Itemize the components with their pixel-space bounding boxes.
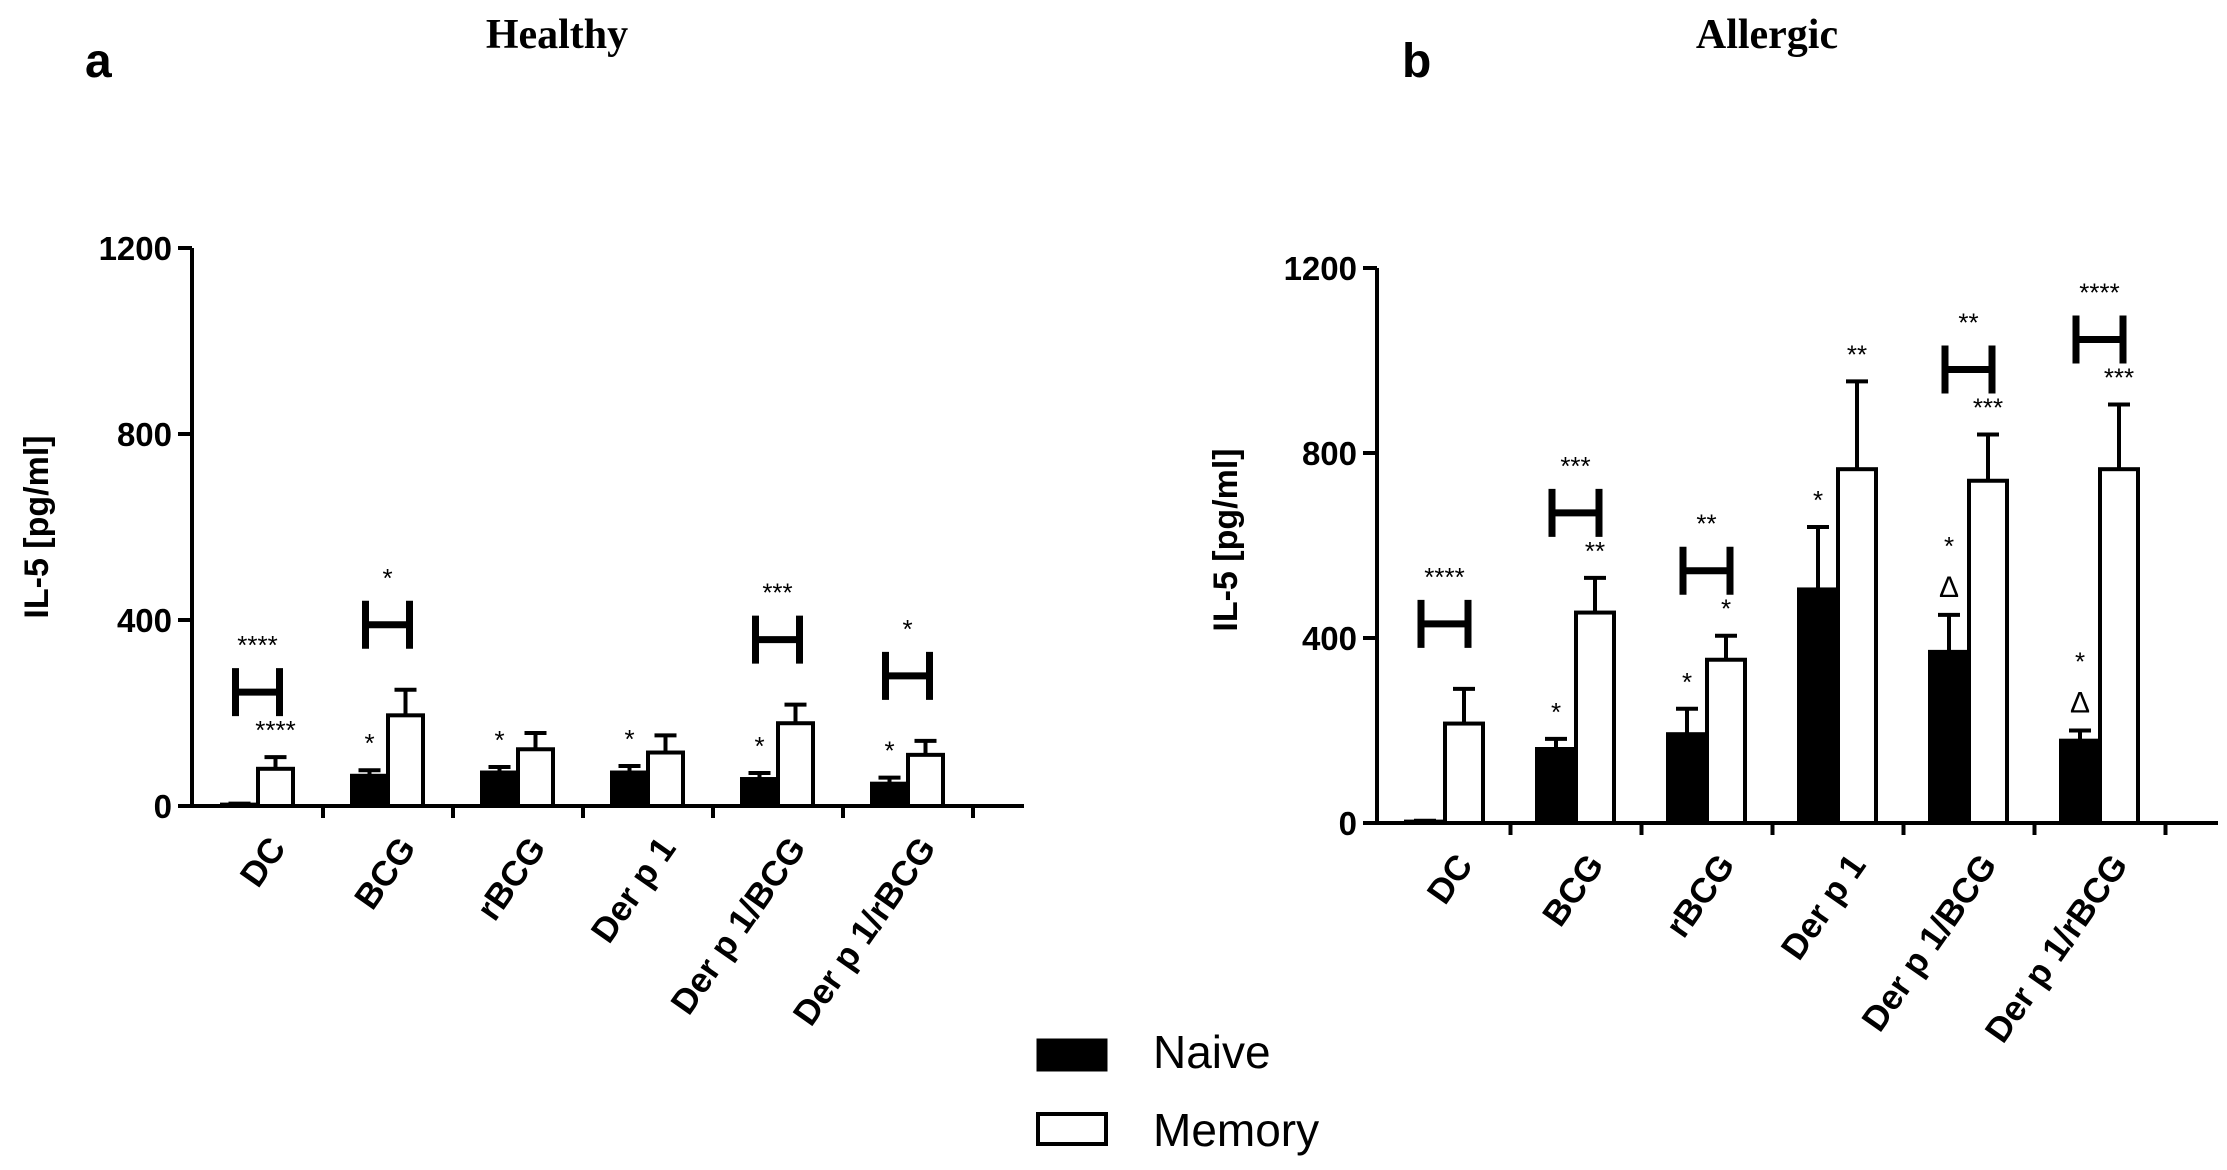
comparison-label: ****: [2079, 277, 2119, 307]
significance-label: *: [2075, 647, 2085, 677]
x-tick-label: DC: [1420, 847, 1481, 911]
bar-naive: [480, 770, 519, 809]
comparison-label: *: [382, 563, 392, 593]
legend-label-memory: Memory: [1153, 1104, 1319, 1156]
significance-label: *: [1813, 485, 1823, 515]
bar-memory: [516, 747, 555, 809]
bar-naive: [610, 770, 649, 809]
x-tick-label: Der p 1: [1774, 847, 1874, 967]
bar-memory: [906, 752, 945, 808]
bar-memory: [386, 713, 425, 809]
significance-label: *: [1551, 697, 1561, 727]
x-tick-label: Der p 1/rBCG: [1978, 847, 2136, 1049]
bar-memory: [1574, 610, 1616, 825]
x-tick-label: Der p 1: [584, 830, 684, 950]
bar-naive: [870, 781, 909, 808]
y-tick-label: 1200: [99, 230, 172, 267]
legend: Naive Memory: [1036, 1026, 1319, 1156]
bar-memory: [646, 750, 685, 809]
bar-naive: [1404, 819, 1446, 825]
y-tick-label: 1200: [1284, 250, 1357, 287]
bar-naive: [220, 802, 259, 808]
significance-label: *: [754, 731, 764, 761]
legend-swatch-memory: [1036, 1112, 1108, 1146]
significance-label: *: [624, 724, 634, 754]
significance-label: ****: [255, 715, 295, 745]
panel-letter: b: [1402, 35, 1431, 88]
panel-letter: a: [85, 35, 112, 88]
bar-memory: [256, 766, 295, 808]
comparison-label: ***: [762, 578, 792, 608]
significance-label: ***: [1973, 393, 2003, 423]
bar-memory: [1705, 657, 1747, 825]
comparison-label: **: [1958, 308, 1978, 338]
x-tick-label: Der p 1/BCG: [1854, 847, 2004, 1038]
y-tick-label: 400: [1302, 620, 1357, 657]
comparison-label: ****: [1424, 562, 1464, 592]
bar-memory: [1443, 721, 1485, 825]
y-axis-label: IL-5 [pg/ml]: [18, 435, 56, 618]
significance-label: *: [364, 728, 374, 758]
significance-label: **: [1585, 536, 1605, 566]
y-tick-label: 400: [117, 602, 172, 639]
bar-naive: [1797, 587, 1839, 825]
significance-label: *: [884, 736, 894, 766]
legend-label-naive: Naive: [1153, 1026, 1271, 1078]
bar-naive: [1666, 732, 1708, 826]
significance-label: *: [1944, 531, 1954, 561]
x-tick-label: BCG: [1535, 847, 1612, 933]
x-tick-label: Der p 1/rBCG: [786, 830, 944, 1032]
y-tick-label: 0: [154, 788, 172, 825]
bar-naive: [1535, 747, 1577, 825]
y-tick-label: 0: [1339, 805, 1357, 842]
comparison-label: ***: [1560, 451, 1590, 481]
x-tick-label: rBCG: [469, 830, 553, 927]
x-tick-label: rBCG: [1658, 847, 1742, 944]
bar-memory: [1967, 478, 2009, 825]
comparison-label: ****: [237, 630, 277, 660]
significance-label: *: [1721, 594, 1731, 624]
x-tick-label: Der p 1/BCG: [663, 830, 813, 1021]
bar-naive: [740, 777, 779, 809]
bar-memory: [2098, 467, 2140, 825]
comparison-label: *: [902, 614, 912, 644]
y-tick-label: 800: [1302, 435, 1357, 472]
x-tick-label: DC: [233, 830, 294, 894]
comparison-label: **: [1696, 509, 1716, 539]
delta-label: Δ: [1939, 571, 1959, 604]
chart-title: Allergic: [1696, 12, 1838, 58]
y-tick-label: 800: [117, 416, 172, 453]
significance-label: **: [1847, 339, 1867, 369]
bar-naive: [2059, 738, 2101, 825]
significance-label: *: [494, 725, 504, 755]
chart-title: Healthy: [486, 12, 628, 58]
legend-swatch-naive: [1036, 1038, 1108, 1072]
bar-memory: [1836, 467, 1878, 825]
x-tick-label: BCG: [347, 830, 424, 916]
y-axis-label: IL-5 [pg/ml]: [1207, 448, 1245, 631]
significance-label: *: [1682, 667, 1692, 697]
delta-label: Δ: [2070, 687, 2090, 720]
bar-naive: [1928, 649, 1970, 825]
bar-memory: [776, 721, 815, 808]
bar-naive: [350, 773, 389, 809]
significance-label: ***: [2104, 362, 2134, 392]
